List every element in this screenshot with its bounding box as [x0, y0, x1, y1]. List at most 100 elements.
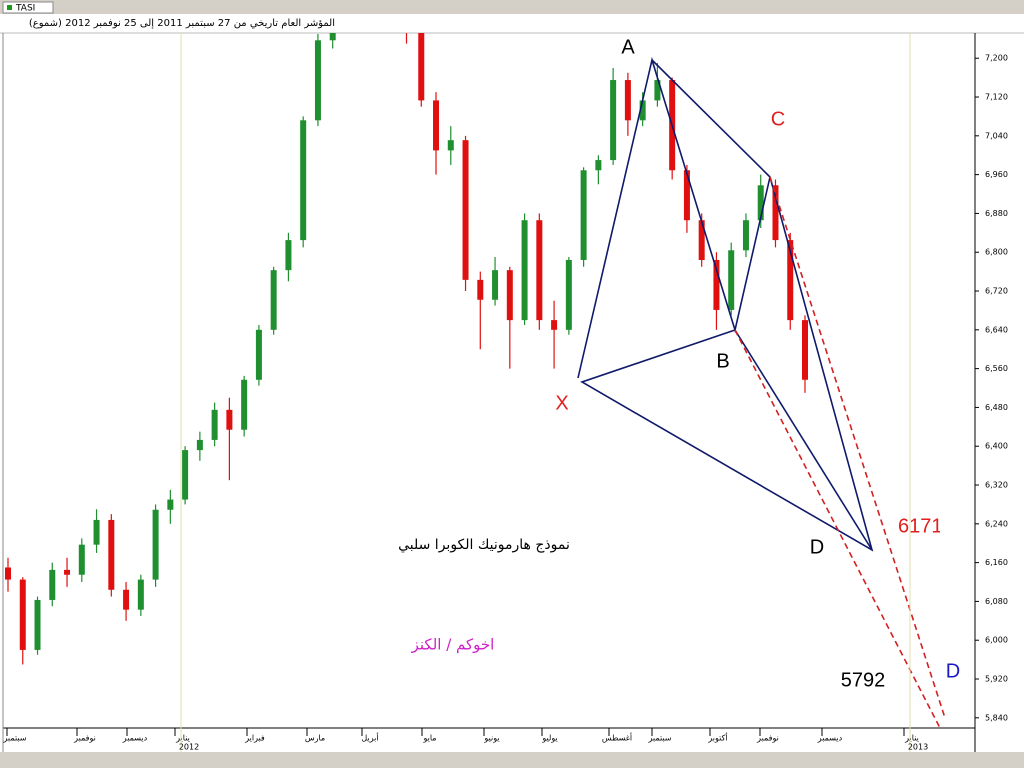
- candle-body: [19, 579, 26, 650]
- pattern-line: [651, 59, 771, 178]
- pattern-title: نموذج هارمونيك الكوبرا سلبي: [398, 537, 570, 553]
- candle-body: [34, 599, 41, 650]
- x-tick-label: أغسطس: [602, 733, 632, 743]
- candle-body: [580, 170, 587, 260]
- point-label: A: [621, 36, 635, 58]
- x-tick-label: فبراير: [244, 734, 265, 743]
- candle-body: [108, 519, 115, 590]
- point-label: C: [771, 108, 785, 130]
- chart-header: المؤشر العام تاريخي من 27 سبتمبر 2011 إل…: [29, 18, 335, 29]
- x-tick-label: ديسمبر: [122, 734, 148, 743]
- candle-body: [167, 499, 174, 510]
- candle-body: [551, 320, 558, 330]
- window-bar: [0, 0, 1024, 14]
- candle-body: [255, 329, 262, 380]
- candle-body: [196, 439, 203, 451]
- candle-body: [329, 33, 336, 41]
- candle-body: [698, 220, 705, 260]
- y-tick-label: 6,880: [985, 209, 1008, 218]
- x-tick-label: يوليو: [541, 734, 557, 743]
- x-tick-label: ديسمبر: [817, 734, 843, 743]
- candle-body: [506, 270, 513, 321]
- year-label: 2012: [179, 743, 199, 752]
- candle-body: [772, 185, 779, 241]
- y-tick-label: 6,560: [985, 364, 1008, 373]
- window-title: TASI: [15, 4, 35, 14]
- point-label: B: [716, 350, 729, 372]
- candle-body: [211, 409, 218, 440]
- candle-body: [447, 140, 454, 151]
- x-tick-label: سبتمبر: [3, 734, 27, 743]
- point-label: X: [555, 392, 568, 414]
- candle-body: [226, 409, 233, 430]
- candle-body: [300, 120, 307, 241]
- level-label: 6171: [898, 515, 943, 537]
- y-tick-label: 6,080: [985, 597, 1008, 606]
- x-tick-label: أكتوبر: [707, 733, 727, 743]
- candle-body: [595, 160, 602, 171]
- tab[interactable]: [2, 1, 54, 14]
- candle-body: [713, 259, 720, 310]
- candles: [5, 33, 808, 665]
- candle-body: [270, 270, 277, 330]
- level-label: 5792: [841, 669, 886, 691]
- y-tick-label: 6,240: [985, 519, 1008, 528]
- candle-body: [314, 40, 321, 121]
- pattern-line: [734, 329, 873, 551]
- candle-body: [639, 100, 646, 121]
- candle-body: [182, 450, 189, 500]
- candle-body: [152, 509, 159, 580]
- candle-body: [654, 80, 661, 101]
- candle-body: [49, 569, 56, 600]
- pattern: [577, 56, 946, 728]
- projection-line: [734, 329, 941, 728]
- candle-body: [521, 220, 528, 321]
- candle-body: [64, 569, 71, 575]
- x-tick-label: يناير: [175, 734, 190, 743]
- candle-body: [802, 320, 808, 380]
- y-tick-label: 6,320: [985, 481, 1008, 490]
- candle-body: [683, 170, 690, 221]
- candle-body: [624, 80, 631, 121]
- candle-body: [123, 589, 130, 610]
- y-tick-label: 6,800: [985, 248, 1008, 257]
- point-label: D: [946, 660, 960, 682]
- x-tick-label: أبريل: [361, 733, 378, 743]
- x-tick-label: مايو: [422, 734, 436, 743]
- candle-body: [728, 250, 735, 310]
- chart-panel: [0, 14, 1024, 752]
- y-tick-label: 5,840: [985, 713, 1008, 722]
- candle-body: [78, 544, 85, 575]
- candle-body: [787, 240, 794, 321]
- y-tick-label: 6,960: [985, 170, 1008, 179]
- candle-body: [241, 379, 248, 430]
- candle-body: [285, 240, 292, 271]
- x-tick-label: نوفمبر: [73, 734, 96, 743]
- author: اخوكم / الكنز: [411, 636, 495, 654]
- projection-line: [769, 176, 946, 719]
- y-tick-label: 6,480: [985, 403, 1008, 412]
- y-tick-label: 6,400: [985, 442, 1008, 451]
- candle-body: [418, 33, 425, 101]
- y-tick-label: 6,000: [985, 636, 1008, 645]
- y-tick-label: 6,640: [985, 325, 1008, 334]
- candle-body: [477, 279, 484, 300]
- x-tick-label: سبتمبر: [648, 734, 672, 743]
- y-tick-label: 7,200: [985, 54, 1008, 63]
- x-tick-label: مارس: [305, 734, 325, 743]
- candle-body: [5, 567, 11, 580]
- candle-body: [492, 270, 499, 300]
- y-tick-label: 7,040: [985, 131, 1008, 140]
- candle-body: [137, 579, 144, 610]
- y-tick-label: 7,120: [985, 93, 1008, 102]
- x-tick-label: يناير: [904, 734, 919, 743]
- y-tick-label: 6,720: [985, 287, 1008, 296]
- x-tick-label: نوفمبر: [756, 734, 779, 743]
- y-tick-label: 5,920: [985, 675, 1008, 684]
- candle-body: [93, 519, 100, 545]
- candle-body: [742, 220, 749, 251]
- x-tick-label: يونيو: [483, 734, 499, 743]
- point-label: D: [810, 536, 824, 558]
